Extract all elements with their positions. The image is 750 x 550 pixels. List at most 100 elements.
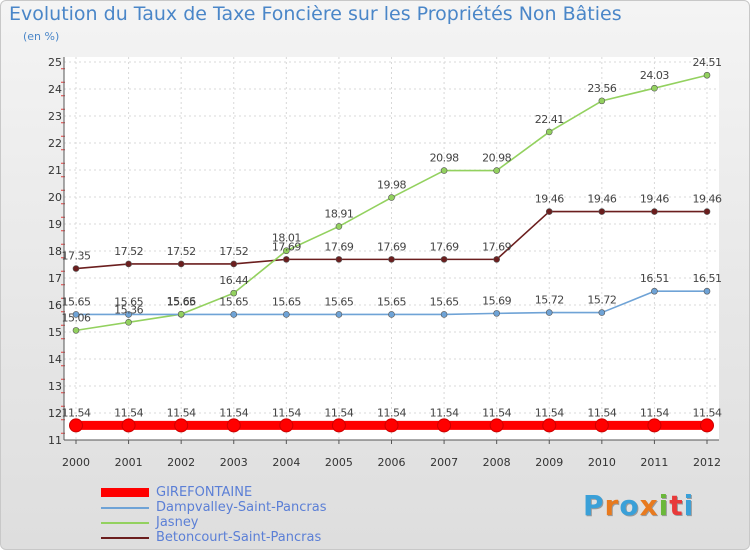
data-point <box>703 287 711 295</box>
data-label: 19.98 <box>377 179 406 192</box>
data-point <box>493 310 500 317</box>
data-label: 15.72 <box>587 294 616 307</box>
y-tick-label: 13 <box>48 380 62 393</box>
data-label: 11.54 <box>114 406 143 419</box>
data-point <box>594 418 609 433</box>
data-label: 11.54 <box>377 406 406 419</box>
data-point <box>230 260 238 268</box>
x-tick-label: 2002 <box>167 456 195 469</box>
data-point <box>230 289 238 297</box>
y-tick-label: 11 <box>48 434 62 447</box>
data-label: 23.56 <box>587 82 616 95</box>
legend-label: Jasney <box>156 515 199 530</box>
data-label: 18.01 <box>272 232 301 245</box>
data-point <box>598 309 606 316</box>
data-point <box>174 418 189 433</box>
data-point <box>388 194 395 201</box>
chart-title: Evolution du Taux de Taxe Foncière sur l… <box>9 3 622 25</box>
logo-letter: x <box>639 489 659 522</box>
data-point <box>121 418 136 433</box>
y-tick-label: 15 <box>48 326 62 339</box>
data-point <box>493 167 500 174</box>
data-label: 24.51 <box>693 56 722 69</box>
proxiti-logo: Proxiti <box>583 489 694 522</box>
x-tick-label: 2007 <box>430 456 458 469</box>
data-label: 15.66 <box>167 295 196 308</box>
x-tick-label: 2003 <box>220 456 248 469</box>
data-label: 11.54 <box>272 406 301 419</box>
data-point <box>388 311 395 318</box>
data-label: 16.51 <box>640 272 669 285</box>
logo-letter: t <box>669 489 684 522</box>
data-point <box>230 311 238 318</box>
data-point <box>125 260 132 268</box>
data-point <box>125 318 132 326</box>
x-tick-label: 2001 <box>115 456 143 469</box>
x-tick-label: 2012 <box>693 456 721 469</box>
data-label: 16.44 <box>219 274 248 287</box>
y-tick-label: 24 <box>48 83 62 96</box>
data-point <box>651 208 658 215</box>
data-label: 15.65 <box>430 295 459 308</box>
data-label: 15.72 <box>535 294 564 307</box>
data-point <box>437 418 452 433</box>
data-label: 17.69 <box>482 240 511 253</box>
x-tick-label: 2011 <box>640 456 668 469</box>
data-point <box>335 256 343 263</box>
x-tick-label: 2010 <box>588 456 616 469</box>
data-label: 11.54 <box>640 406 669 419</box>
data-label: 11.54 <box>62 406 91 419</box>
data-label: 11.54 <box>693 406 722 419</box>
data-label: 15.69 <box>482 294 511 307</box>
data-point <box>545 309 553 316</box>
y-tick-label: 12 <box>48 407 62 420</box>
data-point <box>283 311 290 318</box>
data-point <box>700 418 714 433</box>
data-label: 15.65 <box>219 295 248 308</box>
data-point <box>545 128 553 136</box>
data-label: 15.65 <box>167 295 196 308</box>
data-point <box>493 256 500 263</box>
x-tick-label: 2000 <box>62 456 90 469</box>
x-tick-label: 2004 <box>272 456 300 469</box>
data-label: 15.65 <box>272 295 301 308</box>
data-label: 17.69 <box>377 240 406 253</box>
data-label: 16.51 <box>693 272 722 285</box>
data-label: 15.65 <box>324 295 353 308</box>
data-point <box>69 418 83 433</box>
legend-swatch <box>101 522 149 524</box>
logo-letter: i <box>658 489 670 522</box>
data-label: 19.46 <box>587 193 616 206</box>
data-point <box>279 418 294 433</box>
data-point <box>598 97 606 105</box>
data-point <box>647 418 662 433</box>
y-tick-label: 21 <box>48 164 62 177</box>
data-point <box>542 418 557 433</box>
data-label: 20.98 <box>430 152 459 165</box>
data-point <box>384 418 399 433</box>
data-point <box>598 208 606 215</box>
data-point <box>331 418 346 433</box>
data-point <box>283 256 290 263</box>
data-point <box>440 167 448 174</box>
legend-label: Betoncourt-Saint-Pancras <box>156 530 322 545</box>
data-label: 11.54 <box>482 406 511 419</box>
data-label: 11.54 <box>167 406 196 419</box>
data-label: 11.54 <box>219 406 248 419</box>
data-point <box>545 208 553 215</box>
data-label: 17.35 <box>62 250 91 263</box>
data-label: 11.54 <box>324 406 353 419</box>
data-point <box>72 265 80 272</box>
legend-label: Dampvalley-Saint-Pancras <box>156 500 327 515</box>
y-tick-label: 19 <box>48 218 62 231</box>
data-point <box>335 223 343 230</box>
data-label: 20.98 <box>482 152 511 165</box>
x-tick-label: 2006 <box>378 456 406 469</box>
data-point <box>703 208 711 215</box>
data-label: 11.54 <box>430 406 459 419</box>
data-label: 17.52 <box>114 245 143 258</box>
x-tick-label: 2009 <box>535 456 563 469</box>
logo-letter: r <box>604 489 620 522</box>
data-point <box>440 311 448 318</box>
data-point <box>177 260 185 268</box>
